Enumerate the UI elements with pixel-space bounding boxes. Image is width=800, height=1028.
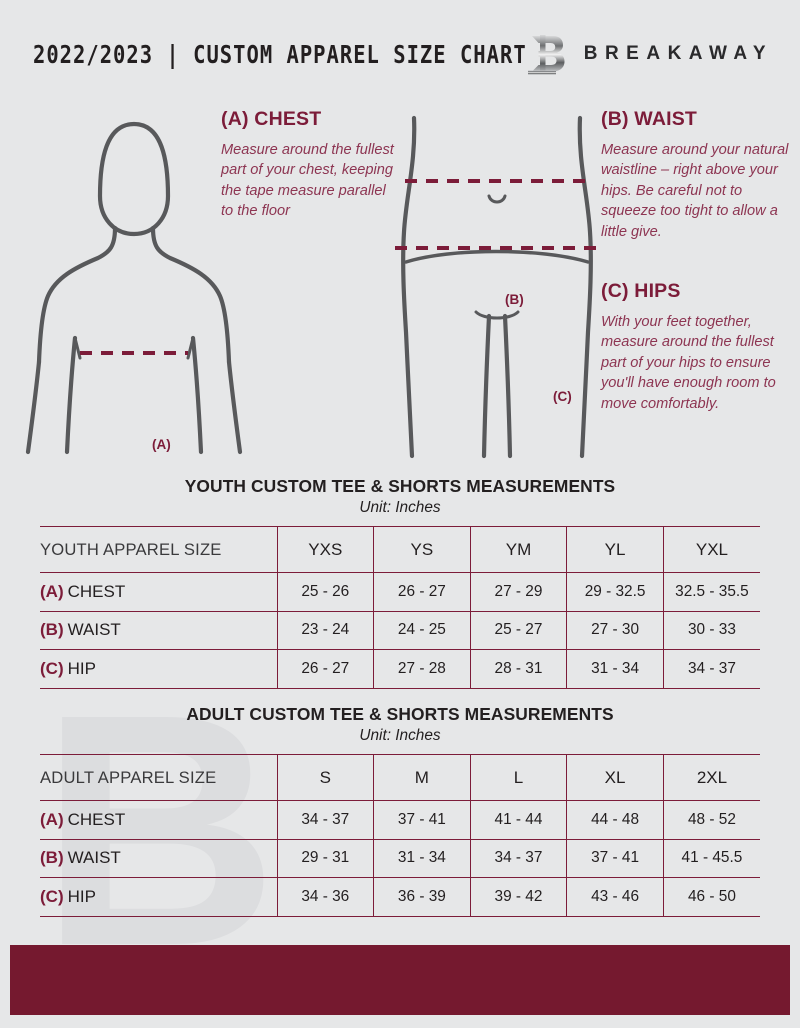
adult-waist-m: 31 - 34 — [373, 838, 471, 878]
adult-table-unit: Unit: Inches — [359, 727, 441, 744]
waist-marker-label: (B) — [505, 292, 524, 307]
table-row: (B) WAIST 23 - 24 24 - 25 25 - 27 27 - 30… — [40, 610, 760, 650]
youth-chest-yxs: 25 - 26 — [276, 572, 374, 612]
youth-row-hip-label: (C) HIP — [40, 649, 277, 689]
adult-size-s: S — [276, 754, 374, 801]
youth-size-table-block: YOUTH CUSTOM TEE & SHORTS MEASUREMENTS U… — [40, 476, 760, 689]
adult-hip-l: 39 - 42 — [469, 877, 567, 917]
callout-hips: (C) HIPS With your feet together, measur… — [601, 280, 793, 414]
chest-name: CHEST — [67, 809, 126, 829]
adult-hip-s: 34 - 36 — [276, 877, 374, 917]
adult-hip-2xl: 46 - 50 — [662, 877, 760, 917]
youth-hip-yxl: 34 - 37 — [662, 649, 760, 689]
youth-size-yl: YL — [566, 526, 664, 573]
youth-waist-yl: 27 - 30 — [566, 610, 664, 650]
measurement-illustrations: (A) (B) (C) (A) CHEST Measure around the… — [0, 96, 800, 461]
youth-hip-ym: 28 - 31 — [469, 649, 567, 689]
adult-hip-m: 36 - 39 — [373, 877, 471, 917]
adult-chest-2xl: 48 - 52 — [662, 800, 760, 840]
callout-hips-title: (C) HIPS — [601, 280, 681, 302]
breakaway-b-monogram-icon — [527, 35, 565, 75]
bottom-banner — [10, 945, 790, 1015]
adult-waist-2xl: 41 - 45.5 — [662, 838, 760, 878]
youth-size-label: YOUTH APPAREL SIZE — [40, 526, 277, 573]
chest-name: CHEST — [67, 581, 126, 601]
adult-size-label: ADULT APPAREL SIZE — [40, 754, 277, 801]
hip-name: HIP — [67, 658, 96, 678]
table-row: (C) HIP 26 - 27 27 - 28 28 - 31 31 - 34 3… — [40, 649, 760, 689]
brand-logo: BREAKAWAY — [526, 32, 773, 76]
callout-waist-body: Measure around your natural waistline – … — [601, 142, 789, 240]
hip-tag: (C) — [40, 886, 64, 906]
youth-size-yxl: YXL — [662, 526, 760, 573]
table-row: (C) HIP 34 - 36 36 - 39 39 - 42 43 - 46 4… — [40, 877, 760, 917]
adult-chest-m: 37 - 41 — [373, 800, 471, 840]
waist-tag: (B) — [40, 848, 64, 868]
youth-waist-ys: 24 - 25 — [373, 610, 471, 650]
youth-waist-yxl: 30 - 33 — [662, 610, 760, 650]
chest-marker-label: (A) — [152, 437, 171, 452]
adult-hip-xl: 43 - 46 — [566, 877, 664, 917]
adult-size-2xl: 2XL — [662, 754, 760, 801]
hips-marker-label: (C) — [553, 389, 572, 404]
youth-hip-ys: 27 - 28 — [373, 649, 471, 689]
chest-tag: (A) — [40, 581, 64, 601]
upper-body-figure — [25, 121, 243, 455]
table-header-row: ADULT APPAREL SIZE S M L XL 2XL — [40, 754, 760, 801]
adult-size-table: ADULT APPAREL SIZE S M L XL 2XL (A) CHEST… — [40, 754, 760, 917]
youth-chest-yl: 29 - 32.5 — [566, 572, 664, 612]
youth-hip-yl: 31 - 34 — [566, 649, 664, 689]
youth-table-title: YOUTH CUSTOM TEE & SHORTS MEASUREMENTS — [184, 476, 616, 496]
callout-chest-body: Measure around the fullest part of your … — [221, 142, 394, 220]
youth-size-ys: YS — [373, 526, 471, 573]
youth-waist-ym: 25 - 27 — [469, 610, 567, 650]
adult-size-m: M — [373, 754, 471, 801]
adult-table-title: ADULT CUSTOM TEE & SHORTS MEASUREMENTS — [186, 704, 614, 724]
page-title: 2022/2023 | CUSTOM APPAREL SIZE CHART — [33, 40, 527, 70]
youth-chest-yxl: 32.5 - 35.5 — [662, 572, 760, 612]
adult-waist-s: 29 - 31 — [276, 838, 374, 878]
callout-waist-title: (B) WAIST — [601, 108, 698, 130]
hip-name: HIP — [67, 886, 96, 906]
callout-chest-title: (A) CHEST — [221, 108, 322, 130]
callout-waist: (B) WAIST Measure around your natural wa… — [601, 108, 791, 242]
chest-tag: (A) — [40, 809, 64, 829]
adult-chest-s: 34 - 37 — [276, 800, 374, 840]
adult-size-xl: XL — [566, 754, 664, 801]
adult-size-l: L — [469, 754, 567, 801]
adult-row-chest-label: (A) CHEST — [40, 800, 277, 840]
waist-name: WAIST — [67, 848, 121, 868]
youth-row-waist-label: (B) WAIST — [40, 610, 277, 650]
youth-row-chest-label: (A) CHEST — [40, 572, 277, 612]
page-header: 2022/2023 | CUSTOM APPAREL SIZE CHART BR… — [0, 0, 800, 96]
adult-row-hip-label: (C) HIP — [40, 877, 277, 917]
youth-size-table: YOUTH APPAREL SIZE YXS YS YM YL YXL (A) C… — [40, 526, 760, 689]
adult-size-table-block: ADULT CUSTOM TEE & SHORTS MEASUREMENTS U… — [40, 704, 760, 917]
youth-chest-ym: 27 - 29 — [469, 572, 567, 612]
brand-name: BREAKAWAY — [583, 43, 773, 64]
lower-body-figure — [395, 115, 596, 459]
table-row: (A) CHEST 34 - 37 37 - 41 41 - 44 44 - 48… — [40, 800, 760, 840]
table-row: (A) CHEST 25 - 26 26 - 27 27 - 29 29 - 32… — [40, 572, 760, 612]
adult-waist-l: 34 - 37 — [469, 838, 567, 878]
youth-waist-yxs: 23 - 24 — [276, 610, 374, 650]
youth-size-ym: YM — [469, 526, 567, 573]
adult-waist-xl: 37 - 41 — [566, 838, 664, 878]
table-row: (B) WAIST 29 - 31 31 - 34 34 - 37 37 - 41… — [40, 838, 760, 878]
youth-table-unit: Unit: Inches — [359, 499, 441, 516]
youth-hip-yxs: 26 - 27 — [276, 649, 374, 689]
callout-hips-body: With your feet together, measure around … — [601, 314, 776, 412]
table-header-row: YOUTH APPAREL SIZE YXS YS YM YL YXL — [40, 526, 760, 573]
waist-tag: (B) — [40, 620, 64, 640]
adult-chest-l: 41 - 44 — [469, 800, 567, 840]
adult-row-waist-label: (B) WAIST — [40, 838, 277, 878]
waist-name: WAIST — [67, 620, 121, 640]
callout-chest: (A) CHEST Measure around the fullest par… — [221, 108, 401, 222]
youth-size-yxs: YXS — [276, 526, 374, 573]
adult-chest-xl: 44 - 48 — [566, 800, 664, 840]
youth-chest-ys: 26 - 27 — [373, 572, 471, 612]
hip-tag: (C) — [40, 658, 64, 678]
